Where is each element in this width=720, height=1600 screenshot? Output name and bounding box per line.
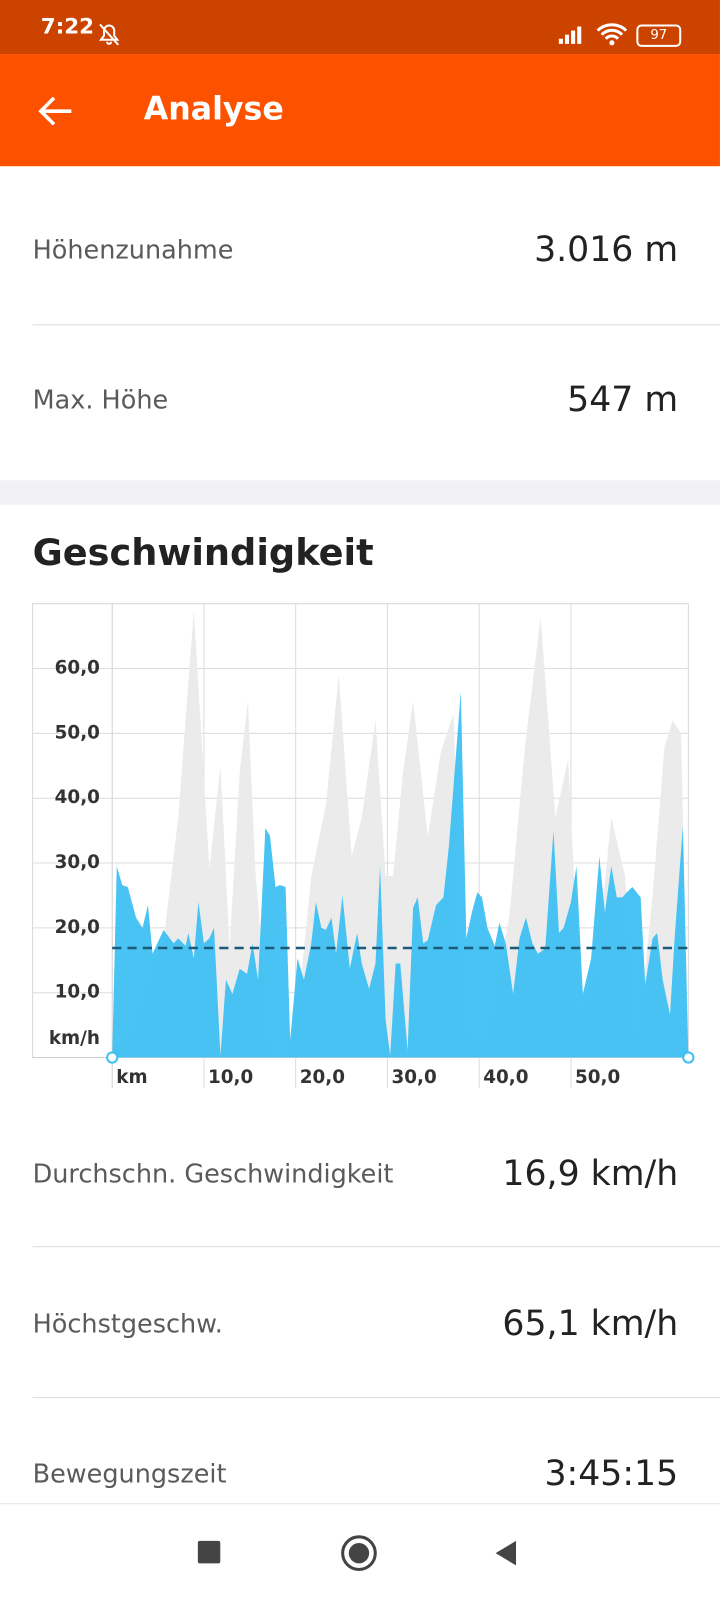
y-tick-label: 50,0 — [55, 722, 100, 743]
y-tick-label: 40,0 — [55, 787, 100, 808]
nav-bar — [0, 1503, 720, 1600]
signal-icon — [558, 26, 582, 44]
stat-value: 547 m — [567, 379, 679, 421]
x-tick-label: 10,0 — [208, 1067, 253, 1088]
x-tick-label: 30,0 — [392, 1067, 437, 1088]
app-bar: Analyse — [0, 54, 720, 167]
divider — [32, 324, 720, 326]
section-title: Geschwindigkeit — [32, 532, 374, 575]
mute-icon — [98, 23, 120, 46]
area — [112, 610, 689, 1058]
x-tick-label: 50,0 — [575, 1067, 620, 1088]
section-gap — [0, 480, 720, 505]
stat-label: Max. Höhe — [32, 384, 169, 415]
y-tick-label: 60,0 — [55, 658, 100, 679]
area — [112, 691, 689, 1058]
home-button[interactable] — [339, 1533, 380, 1574]
stat-label: Höhenzunahme — [32, 235, 234, 265]
wifi-icon — [596, 23, 628, 46]
status-bar: 7:22 97 — [0, 0, 720, 55]
back-nav-button[interactable] — [490, 1537, 523, 1570]
stat-label: Bewegungszeit — [32, 1458, 227, 1489]
stat-value: 3:45:15 — [544, 1453, 679, 1495]
back-button[interactable] — [37, 95, 78, 128]
stat-value: 65,1 km/h — [502, 1303, 679, 1345]
y-axis-label: km/h — [49, 1028, 100, 1049]
range-handle — [682, 1051, 695, 1064]
stat-label: Höchstgeschw. — [32, 1308, 223, 1339]
y-tick-label: 10,0 — [55, 982, 100, 1003]
chart: 10,0 20,0 30,0 40,0 50,0 60,0 10,0 20,0 30,0 40,0… — [32, 603, 695, 1089]
battery: 97 — [636, 24, 682, 47]
y-tick-label: 20,0 — [55, 917, 100, 938]
divider — [32, 1397, 720, 1399]
time: 7:22 — [40, 14, 95, 39]
stat-value: 16,9 km/h — [502, 1153, 679, 1195]
divider — [32, 1246, 720, 1248]
stat-label: Durchschn. Geschwindigkeit — [32, 1159, 394, 1189]
x-axis-label: km — [116, 1067, 147, 1088]
app-title: Analyse — [143, 90, 284, 128]
stat-value: 3.016 m — [534, 229, 679, 271]
x-tick-label: 20,0 — [300, 1067, 345, 1088]
x-tick-label: 40,0 — [483, 1067, 528, 1088]
range-handle — [106, 1051, 119, 1064]
y-tick-label: 30,0 — [55, 852, 100, 873]
recents-button[interactable] — [194, 1537, 227, 1570]
